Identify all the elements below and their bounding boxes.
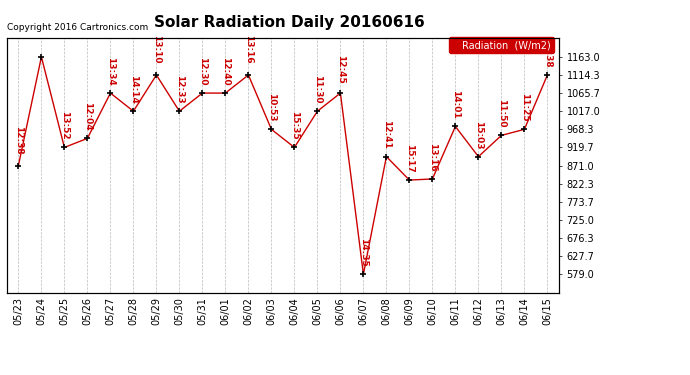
Text: 11:25: 11:25 <box>520 93 529 122</box>
Text: 15:03: 15:03 <box>474 121 483 149</box>
Text: 13:52: 13:52 <box>60 111 69 140</box>
Text: 12:33: 12:33 <box>175 75 184 104</box>
Text: 14:14: 14:14 <box>129 75 138 104</box>
Text: Solar Radiation Daily 20160616: Solar Radiation Daily 20160616 <box>155 15 425 30</box>
Text: 14:35: 14:35 <box>359 238 368 267</box>
Text: 11:30: 11:30 <box>313 75 322 104</box>
Text: 11:50: 11:50 <box>497 99 506 128</box>
Text: Copyright 2016 Cartronics.com: Copyright 2016 Cartronics.com <box>7 23 148 32</box>
Text: 10:53: 10:53 <box>267 93 276 122</box>
Text: 12:45: 12:45 <box>336 55 345 84</box>
Text: 12:38: 12:38 <box>543 39 552 68</box>
Text: 14:01: 14:01 <box>451 90 460 119</box>
Text: 12:30: 12:30 <box>198 57 207 86</box>
Text: 13:16: 13:16 <box>244 35 253 64</box>
Legend: Radiation  (W/m2): Radiation (W/m2) <box>448 37 554 53</box>
Text: 15:35: 15:35 <box>290 111 299 140</box>
Text: 12:41: 12:41 <box>382 120 391 149</box>
Text: 13:34: 13:34 <box>106 57 115 86</box>
Text: 12:40: 12:40 <box>221 57 230 86</box>
Text: 12:04: 12:04 <box>83 102 92 131</box>
Text: 13:16: 13:16 <box>428 143 437 171</box>
Text: 15:17: 15:17 <box>405 144 414 172</box>
Text: 13:10: 13:10 <box>152 35 161 64</box>
Text: 12:38: 12:38 <box>14 126 23 154</box>
